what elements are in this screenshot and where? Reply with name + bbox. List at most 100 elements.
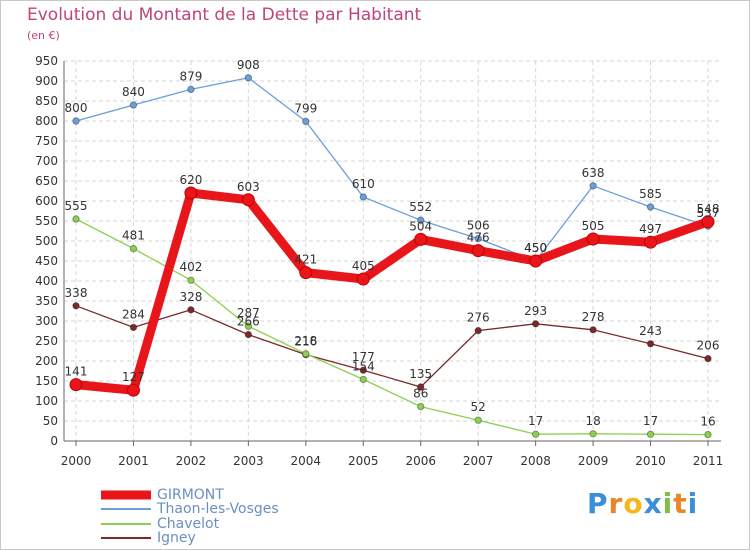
data-point [471,244,485,258]
data-label: 328 [179,290,202,304]
data-point [187,276,195,284]
series-line-thaon-les-vosges [75,77,709,262]
x-tick-label: 2008 [520,454,551,468]
y-tick-label: 350 [35,294,58,308]
data-point [474,234,482,243]
data-point [644,235,658,249]
data-label: 278 [582,310,605,324]
data-point [187,306,195,314]
data-label: 218 [294,334,317,348]
logo-letter: o [623,487,644,520]
x-tick-label: 2011 [693,454,724,468]
data-label: 206 [697,339,720,353]
data-label: 284 [122,307,145,321]
y-tick-label: 500 [35,234,58,248]
data-point [417,402,425,411]
data-point [302,117,310,126]
data-label: 505 [582,219,605,233]
y-tick-label: 650 [35,174,58,188]
logo-letter: x [643,487,663,520]
data-label: 497 [639,222,662,236]
legend-label: Igney [157,530,196,546]
chart-unit: (en €) [27,29,60,42]
x-tick-label: 2009 [578,454,609,468]
data-label: 141 [65,365,88,379]
x-tick-label: 2001 [118,454,149,468]
y-tick-label: 150 [35,374,58,388]
series-line-igney [75,305,709,388]
data-label: 450 [524,241,547,255]
data-label: 603 [237,180,260,194]
legend-item-igney: Igney [101,531,196,545]
data-label: 18 [585,414,600,428]
data-point [126,383,140,397]
data-point [356,272,370,286]
legend-item-chavelot: Chavelot [101,517,219,531]
y-tick-label: 200 [35,354,58,368]
data-point [359,366,367,374]
x-tick-label: 2002 [176,454,207,468]
y-tick-label: 0 [50,434,58,448]
data-point [241,193,255,207]
data-label: 585 [639,187,662,201]
data-point [531,320,540,328]
y-tick-label: 550 [35,214,58,228]
data-label: 405 [352,259,375,273]
legend-item-thaon-les-vosges: Thaon-les-Vosges [101,502,279,516]
logo-letter: r [608,487,624,520]
data-label: 638 [582,166,605,180]
data-label: 154 [352,359,375,373]
data-label: 450 [524,241,547,255]
data-label: 338 [65,286,88,300]
data-label: 620 [179,173,202,187]
series-line-girmont [71,188,713,395]
x-tick-label: 2010 [635,454,666,468]
data-point [704,430,712,439]
data-point [72,117,80,125]
y-tick-label: 50 [43,414,58,428]
series-line-chavelot [75,218,709,436]
data-label: 17 [643,414,658,428]
data-label: 17 [528,414,543,428]
data-label: 266 [237,315,260,329]
data-point [359,375,367,384]
y-tick-label: 400 [35,274,58,288]
data-point [417,383,425,391]
plot-area [64,61,721,441]
data-point [69,378,83,392]
data-point [531,430,540,438]
data-point [474,416,482,424]
legend-label: Chavelot [157,516,220,532]
y-tick-label: 750 [35,134,58,148]
data-point [414,232,428,246]
data-label: 86 [413,387,428,401]
data-point [244,74,253,82]
data-label: 421 [294,253,317,267]
y-tick-label: 450 [35,254,58,268]
x-tick-label: 2007 [463,454,494,468]
x-tick-label: 2004 [291,454,322,468]
data-point [187,85,195,94]
data-label: 127 [122,370,145,384]
data-point [72,302,80,310]
data-point [474,326,482,335]
chart-title: Evolution du Montant de la Dette par Hab… [27,5,422,25]
data-point [359,193,367,201]
data-point [129,101,138,109]
y-tick-label: 900 [35,74,58,88]
y-tick-label: 300 [35,314,58,328]
x-tick-label: 2000 [61,454,92,468]
data-point [646,430,655,438]
data-point [244,322,253,330]
legend-label: GIRMONT [157,487,224,503]
data-label: 16 [700,415,715,429]
legend-swatch [101,490,151,500]
proxiti-logo: Proxiti [587,487,698,520]
data-label: 552 [409,200,432,214]
y-tick-label: 700 [35,154,58,168]
data-point [302,350,310,358]
data-label: 908 [237,58,260,72]
data-label: 800 [65,101,88,115]
